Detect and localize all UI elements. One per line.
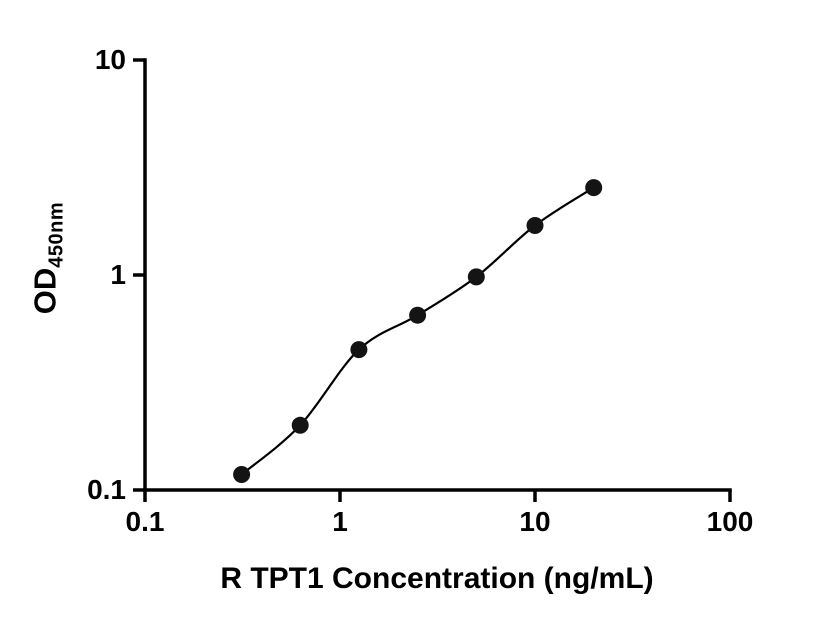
x-tick-label-2: 10 — [519, 506, 551, 537]
x-tick-label-0: 0.1 — [125, 506, 165, 537]
y-tick-label-1: 1 — [110, 259, 126, 290]
y-tick-label-2: 0.1 — [87, 474, 126, 505]
data-point-marker — [350, 341, 368, 359]
data-point-marker — [526, 217, 544, 234]
y-tick-label-0: 10 — [94, 44, 126, 75]
data-points — [233, 179, 603, 483]
x-axis-title: R TPT1 Concentration (ng/mL) — [220, 562, 654, 595]
x-tick-label-1: 1 — [332, 506, 348, 537]
y-axis-title: OD450nm — [28, 202, 69, 314]
tick-marks — [133, 58, 732, 502]
axis-spines — [143, 58, 732, 492]
data-point-marker — [585, 179, 603, 197]
data-point-marker — [409, 306, 427, 324]
y-axis-title-subscript: 450nm — [45, 201, 68, 268]
x-tick-label-3: 100 — [706, 506, 754, 537]
data-point-marker — [467, 268, 485, 286]
data-point-marker — [291, 416, 309, 434]
data-point-marker — [233, 466, 251, 483]
